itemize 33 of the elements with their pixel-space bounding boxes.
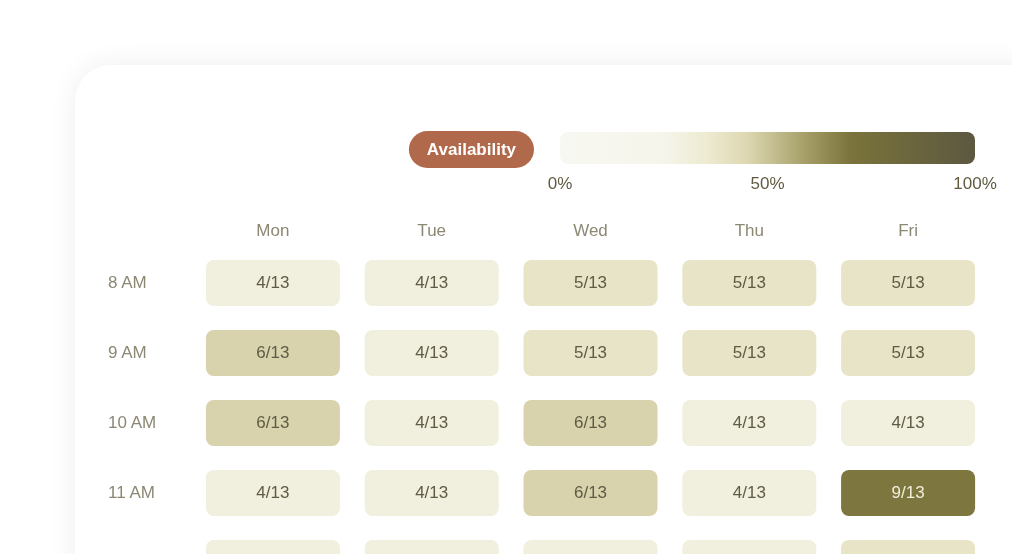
data-label: 5/13 [573, 342, 608, 362]
x-tick-label: Mon [256, 221, 290, 241]
data-label: 4/13 [256, 482, 290, 502]
y-tick-label: 9 AM [108, 342, 147, 362]
x-tick-label: Tue [417, 221, 447, 241]
data-label: 4/13 [732, 412, 766, 432]
data-label: 5/13 [732, 272, 766, 292]
data-label: 9/13 [891, 482, 925, 502]
y-tick-label: 11 AM [108, 482, 155, 502]
color-bar-label: 50% [750, 173, 785, 193]
y-tick-label: 10 AM [108, 412, 157, 432]
data-label: 4/13 [415, 272, 449, 292]
color-bar-label: 100% [953, 173, 997, 193]
data-label: 4/13 [415, 342, 449, 362]
data-label: 5/13 [891, 272, 925, 292]
data-label: 4/13 [415, 482, 449, 502]
x-tick-label: Fri [898, 221, 919, 241]
data-label: 4/13 [891, 412, 925, 432]
data-label: 5/13 [891, 342, 925, 362]
data-label: 6/13 [256, 412, 290, 432]
x-tick-label: Thu [734, 221, 764, 241]
data-label: 6/13 [256, 342, 290, 362]
data-label: 5/13 [732, 342, 766, 362]
y-tick-label: 8 AM [108, 272, 147, 292]
data-label: 6/13 [573, 482, 608, 502]
data-label: 6/13 [573, 412, 608, 432]
color-bar-title: Availability [426, 139, 517, 159]
x-tick-label: Wed [573, 221, 608, 241]
data-label: 4/13 [256, 272, 290, 292]
data-label: 4/13 [415, 412, 449, 432]
data-label: 5/13 [573, 272, 608, 292]
data-label: 4/13 [732, 482, 766, 502]
color-bar-label: 0% [547, 173, 573, 193]
